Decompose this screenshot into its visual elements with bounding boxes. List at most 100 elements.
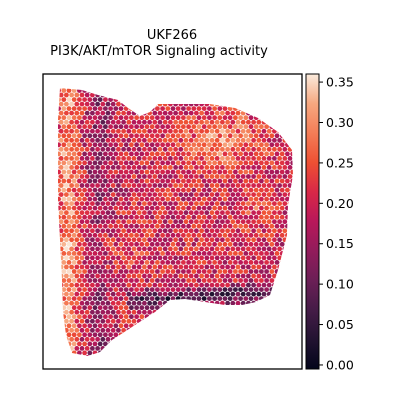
tissue-spot xyxy=(103,124,108,130)
tissue-spot xyxy=(204,110,210,116)
tissue-spot xyxy=(175,169,181,175)
tissue-spot xyxy=(155,232,160,238)
tissue-spot xyxy=(129,151,134,157)
tissue-spot xyxy=(261,282,267,288)
tissue-spot xyxy=(131,264,137,270)
tissue-spot xyxy=(79,192,85,198)
tissue-spot xyxy=(240,237,246,243)
tissue-spot xyxy=(279,305,285,311)
tissue-spot xyxy=(248,269,254,274)
tissue-spot xyxy=(173,291,179,297)
tissue-spot xyxy=(256,165,262,170)
tissue-spot xyxy=(129,305,134,311)
tissue-spot xyxy=(220,291,225,297)
tissue-spot xyxy=(61,124,67,130)
tissue-spot xyxy=(105,119,111,125)
tissue-spot xyxy=(282,119,288,125)
tissue-spot xyxy=(217,350,223,356)
tissue-spot xyxy=(282,300,288,306)
tissue-spot xyxy=(58,300,64,306)
tissue-spot xyxy=(191,278,197,283)
tissue-spot xyxy=(274,106,280,111)
tissue-spot xyxy=(186,187,192,193)
tissue-spot xyxy=(222,169,228,175)
tissue-spot xyxy=(274,251,280,256)
tissue-spot xyxy=(139,160,145,166)
tissue-spot xyxy=(191,214,197,220)
tissue-spot xyxy=(259,160,264,166)
tissue-spot xyxy=(149,160,155,166)
tissue-spot xyxy=(183,273,189,279)
tissue-spot xyxy=(87,214,93,220)
tissue-spot xyxy=(110,255,116,261)
tissue-spot xyxy=(58,174,64,179)
tissue-spot xyxy=(264,251,269,256)
tissue-spot xyxy=(282,165,288,170)
tissue-spot xyxy=(222,124,228,130)
tissue-spot xyxy=(74,110,80,116)
tissue-spot xyxy=(212,196,218,202)
tissue-spot xyxy=(183,183,189,188)
tissue-spot xyxy=(139,260,145,265)
tissue-spot xyxy=(144,142,150,148)
tissue-spot xyxy=(175,232,181,238)
tissue-spot xyxy=(264,296,269,301)
tissue-spot xyxy=(251,336,256,342)
tissue-spot xyxy=(142,88,147,89)
tissue-spot xyxy=(235,273,241,279)
tissue-spot xyxy=(212,232,218,238)
tissue-spot xyxy=(225,264,231,270)
tissue-spot xyxy=(290,178,293,184)
tissue-spot xyxy=(149,296,155,301)
tissue-spot xyxy=(173,255,179,261)
tissue-spot xyxy=(126,300,132,306)
tissue-spot xyxy=(238,124,244,130)
tissue-spot xyxy=(290,241,293,247)
tissue-spot xyxy=(225,88,231,89)
tissue-spot xyxy=(142,309,147,315)
tissue-spot xyxy=(100,273,106,279)
tissue-spot xyxy=(170,178,176,184)
tissue-spot xyxy=(269,314,275,320)
tissue-spot xyxy=(121,110,126,116)
tissue-spot xyxy=(90,273,95,279)
tissue-spot xyxy=(248,214,254,220)
tissue-spot xyxy=(209,165,215,170)
tissue-spot xyxy=(261,246,267,252)
tissue-spot xyxy=(162,282,168,288)
tissue-spot xyxy=(186,314,192,320)
tissue-spot xyxy=(191,97,197,102)
tissue-spot xyxy=(105,88,111,89)
tissue-spot xyxy=(69,183,74,188)
tissue-spot xyxy=(118,269,124,274)
tissue-spot xyxy=(209,119,215,125)
tissue-spot xyxy=(110,246,116,252)
tissue-spot xyxy=(84,101,90,107)
tissue-spot xyxy=(74,92,80,98)
tissue-spot xyxy=(92,106,98,111)
tissue-spot xyxy=(61,196,67,202)
tissue-spot xyxy=(168,146,173,152)
tissue-spot xyxy=(246,237,251,243)
tissue-spot xyxy=(266,110,272,116)
tissue-spot xyxy=(217,124,223,130)
tissue-spot xyxy=(58,201,64,207)
tissue-spot xyxy=(199,327,205,333)
tissue-spot xyxy=(207,187,212,193)
tissue-spot xyxy=(238,196,244,202)
tissue-spot xyxy=(290,106,293,111)
tissue-spot xyxy=(204,156,210,161)
tissue-spot xyxy=(266,219,272,225)
tissue-spot xyxy=(292,210,293,216)
tissue-spot xyxy=(209,327,215,333)
tissue-spot xyxy=(136,137,142,143)
colorbar-tick-label: 0.15 xyxy=(326,236,354,251)
tissue-spot xyxy=(168,110,173,116)
tissue-spot xyxy=(79,101,85,107)
tissue-spot xyxy=(207,314,212,320)
tissue-spot xyxy=(285,115,290,121)
tissue-spot xyxy=(183,92,189,98)
tissue-spot xyxy=(207,124,212,130)
tissue-spot xyxy=(170,305,176,311)
tissue-spot xyxy=(173,228,179,234)
